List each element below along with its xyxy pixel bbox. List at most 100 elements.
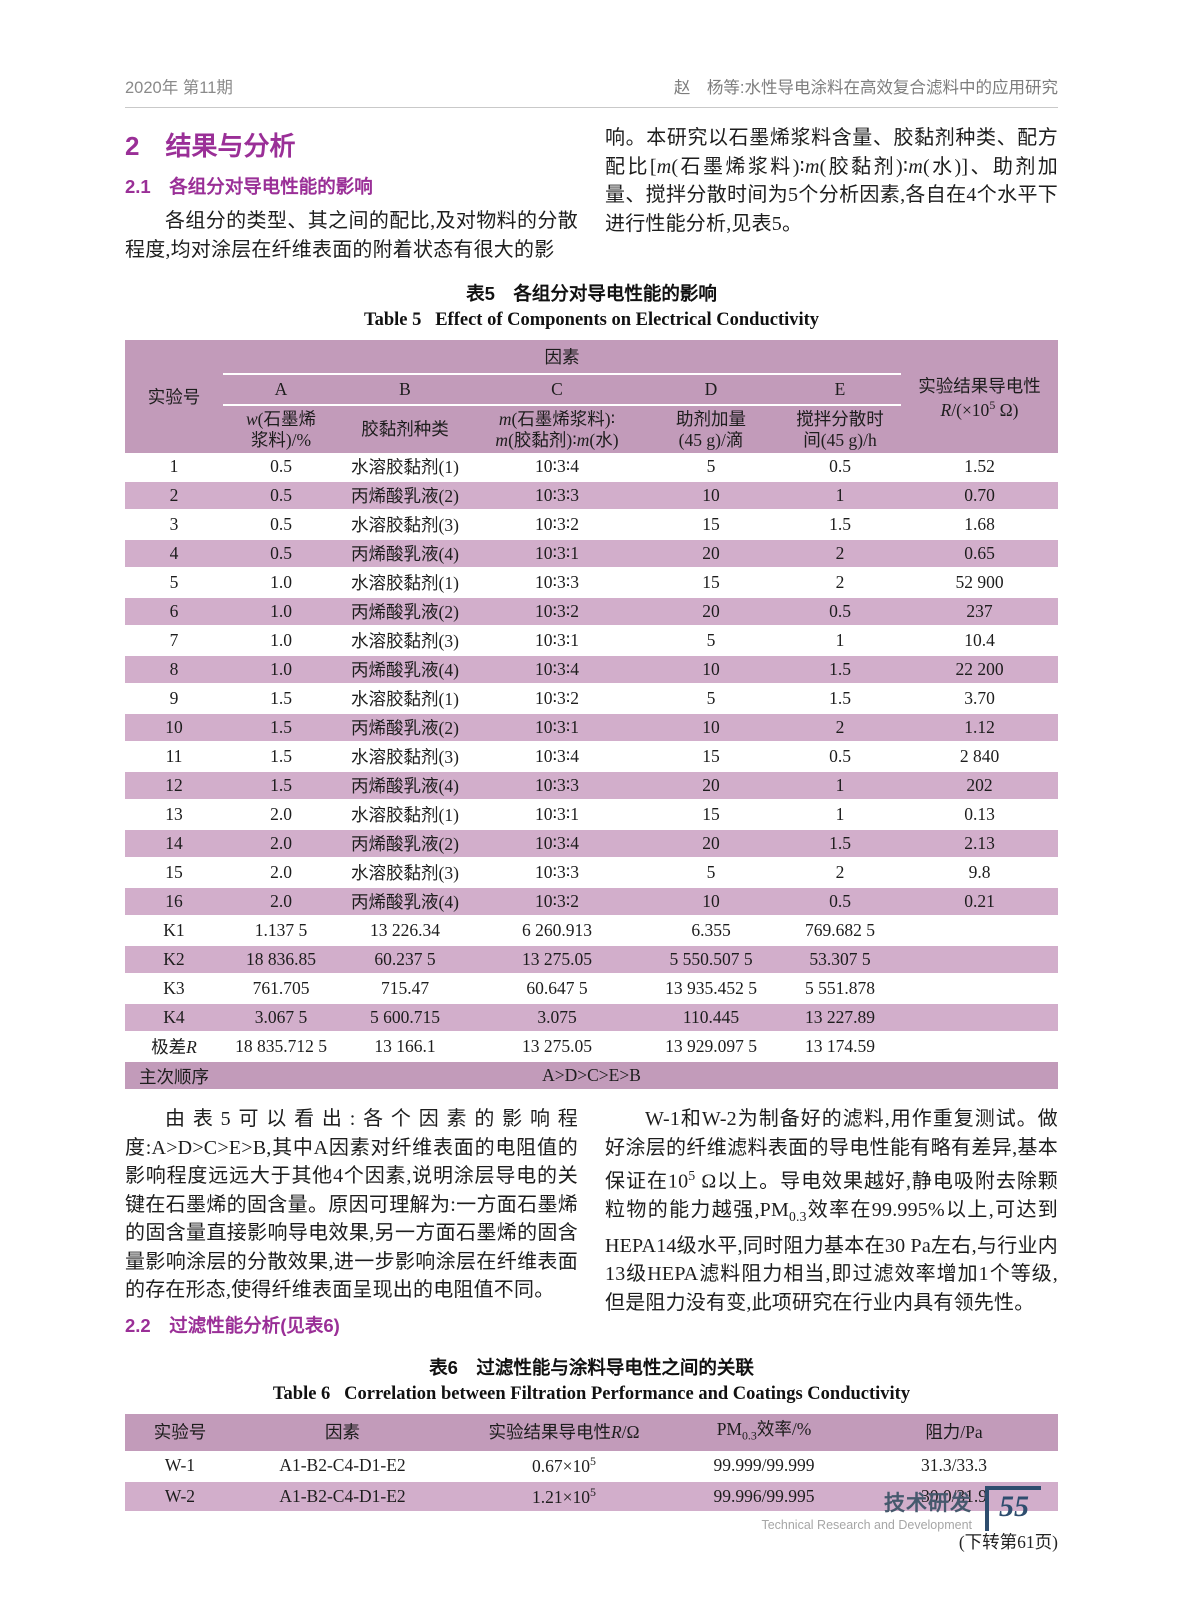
table-cell: 60.237 5: [339, 944, 471, 975]
table-cell: 1.5: [779, 654, 902, 685]
table-cell: 0.65: [901, 538, 1059, 569]
table-cell: B: [339, 374, 471, 406]
table-cell: 20: [643, 596, 779, 627]
table-cell: 0.5: [829, 456, 851, 476]
table-cell: 2.13: [901, 828, 1059, 859]
table-row: K1 1.137 5 13 226.34 6 260.913 6.355 769.682 …: [125, 916, 1058, 945]
table-cell: 3.067 5: [223, 1002, 339, 1033]
table-cell: K2: [125, 944, 223, 975]
table-row: W-2 A1-B2-C4-D1-E2 1.21×105 99.996/99.995 30…: [125, 1480, 1058, 1513]
table-cell: 10∶3∶1: [471, 538, 643, 569]
table-cell: 水溶胶黏剂(3): [351, 631, 459, 651]
table-cell: 110.445: [643, 1002, 779, 1033]
table-cell: 0.5: [223, 538, 339, 569]
analysis-left-column: 由表5可以看出:各个因素的影响程度:A>D>C>E>B,其中A因素对纤维表面的电…: [125, 1105, 578, 1346]
table-cell: 15: [702, 804, 720, 824]
table-cell: W-1: [164, 1455, 196, 1475]
table-cell: 13 227.89: [779, 1002, 902, 1033]
table-cell: 1.68: [964, 514, 995, 534]
table-row: 14 2.0 丙烯酸乳液(2) 10∶3∶4 20 1.5 2.13: [125, 828, 1059, 859]
footer-department-zh: 技术研发: [884, 1492, 972, 1515]
table-row: 5 1.0 水溶胶黏剂(1) 10∶3∶3 15 2 52 900: [125, 568, 1058, 597]
table-cell: 1: [835, 804, 845, 824]
table-cell: 1.12: [901, 712, 1059, 743]
table-cell: 2: [779, 712, 902, 743]
table-cell: W-2: [125, 1480, 235, 1513]
table-cell: 主次顺序 A>D>C>E>B: [125, 1060, 1059, 1089]
table-cell: 3.70: [964, 688, 995, 708]
table-cell: K3: [163, 978, 185, 998]
body-paragraph: 响。本研究以石墨烯浆料含量、胶黏剂种类、配方配比[m(石墨烯浆料)∶m(胶黏剂)…: [605, 127, 1058, 235]
table-cell: 10: [643, 712, 779, 743]
table-cell: 丙烯酸乳液(4): [339, 538, 471, 569]
table-cell: 9: [169, 688, 179, 708]
table-cell: 1.5: [270, 688, 292, 708]
table-row: 实验号 因素 实验结果导电性R/Ω PM0.3效率/% 阻力/Pa: [125, 1413, 1058, 1451]
table-cell: K4: [125, 1002, 223, 1033]
table-cell: [901, 944, 1059, 975]
table-cell: 0.5: [270, 514, 292, 534]
table-cell: 极差R: [151, 1037, 197, 1057]
table-cell: 15: [702, 514, 720, 534]
table-cell: 5 551.878: [805, 978, 875, 998]
table-row: W-1 A1-B2-C4-D1-E2 0.67×105 99.999/99.999 31…: [125, 1451, 1058, 1481]
table-cell: 15: [165, 862, 183, 882]
table-cell: 10∶3∶3: [534, 572, 580, 592]
table6-caption-en: Table 6 Correlation between Filtration P…: [272, 1383, 911, 1404]
table-cell: [901, 916, 1058, 945]
section-heading-2: 2 结果与分析: [125, 131, 296, 161]
table-cell: 6: [125, 596, 223, 627]
table-cell: 53.307 5: [779, 944, 902, 975]
table-cell: 13 929.097 5: [665, 1036, 757, 1056]
table-cell: 13 226.34: [370, 920, 440, 940]
table-cell: 237: [901, 596, 1059, 627]
table-cell: 搅拌分散时 间(45 g)/h: [779, 405, 902, 453]
table-cell: 5: [706, 630, 716, 650]
table-cell: 10: [125, 712, 223, 743]
table-cell: 1.52: [964, 456, 995, 476]
table-cell: 1.0: [223, 596, 339, 627]
table-cell: 丙烯酸乳液(4): [339, 770, 471, 801]
table-cell: 715.47: [380, 978, 430, 998]
table-cell: 10.4: [964, 630, 995, 650]
table-cell: 10∶3∶2: [534, 688, 580, 708]
table-cell: 52 900: [955, 572, 1004, 592]
table-cell: 9.8: [968, 862, 991, 882]
table-cell: 16: [125, 886, 223, 917]
table-row: 12 1.5 丙烯酸乳液(4) 10∶3∶3 20 1 202: [125, 770, 1059, 801]
table-cell: 10∶3∶3: [471, 480, 643, 511]
table-cell: [901, 974, 1058, 1003]
table-cell: 6.355: [691, 920, 731, 940]
table-cell: 0.5: [779, 886, 902, 917]
table-cell: 769.682 5: [805, 920, 875, 940]
order-value: A>D>C>E>B: [542, 1065, 641, 1085]
table-cell: 水溶胶黏剂(1): [351, 805, 459, 825]
table-cell: 5: [169, 572, 179, 592]
table-cell: 13 935.452 5: [665, 978, 757, 998]
table-cell: 0.13: [964, 804, 995, 824]
table-cell: 0.5: [829, 746, 851, 766]
table-row: 8 1.0 丙烯酸乳液(4) 10∶3∶4 10 1.5 22 200: [125, 654, 1059, 685]
table-cell: 20: [643, 770, 779, 801]
table-cell: 13 275.05: [471, 944, 643, 975]
table-row: 15 2.0 水溶胶黏剂(3) 10∶3∶3 5 2 9.8: [125, 858, 1058, 887]
table-cell: 761.705: [252, 978, 310, 998]
table-cell: 水溶胶黏剂(3): [351, 515, 459, 535]
analysis-columns: 由表5可以看出:各个因素的影响程度:A>D>C>E>B,其中A因素对纤维表面的电…: [125, 1105, 1058, 1346]
intro-left-column: 2 结果与分析 2.1 各组分对导电性能的影响 各组分的类型、其之间的配比,及对…: [125, 124, 578, 264]
table6: 实验号 因素 实验结果导电性R/Ω PM0.3效率/% 阻力/Pa W-1 A1-B2-C…: [125, 1413, 1058, 1513]
table-cell: 1.0: [223, 654, 339, 685]
table-cell: 丙烯酸乳液(4): [339, 654, 471, 685]
table-cell: 15: [702, 746, 720, 766]
table-cell: 0.21: [901, 886, 1059, 917]
table-cell: 15: [702, 572, 720, 592]
table-row: 极差R 18 835.712 5 13 166.1 13 275.05 13 929.0…: [125, 1032, 1058, 1061]
column-header-result: 实验结果导电性 R/(×105 Ω): [901, 340, 1059, 453]
page-number-box: 55: [985, 1486, 1041, 1531]
table-cell: 丙烯酸乳液(2): [339, 828, 471, 859]
table-row: K3 761.705 715.47 60.647 5 13 935.452 5 5 551…: [125, 974, 1058, 1003]
table-cell: 99.999/99.999: [713, 1455, 815, 1475]
